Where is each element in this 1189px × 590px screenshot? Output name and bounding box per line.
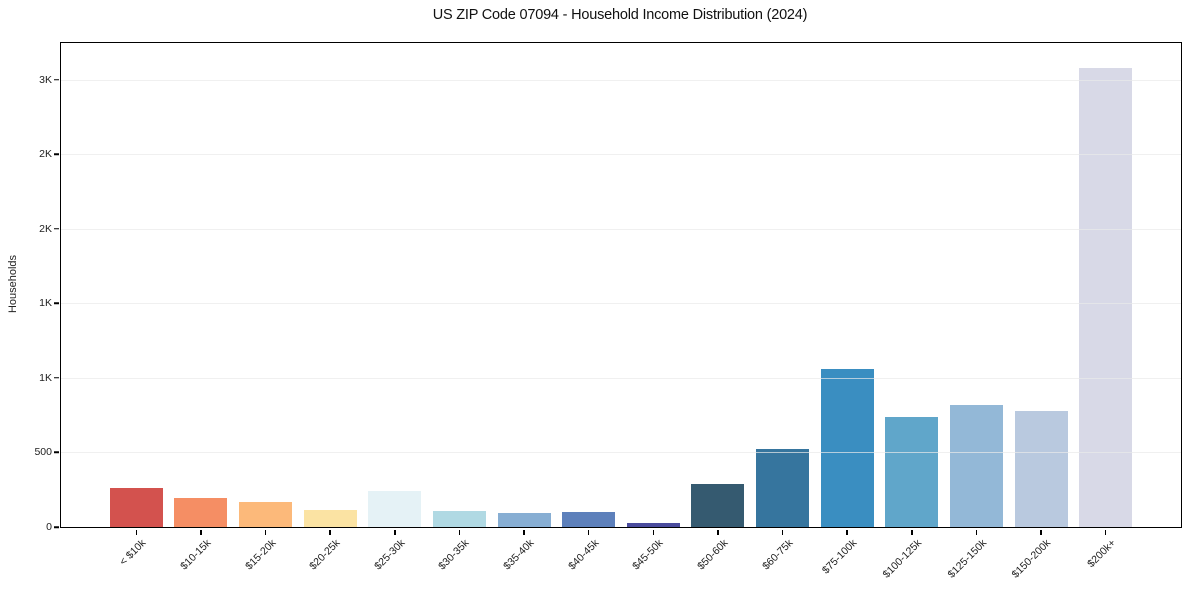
gridline (61, 79, 1181, 81)
x-tick-mark (846, 529, 848, 535)
x-tick-label: $40-45k (565, 537, 602, 573)
bar-10 (691, 483, 745, 527)
x-tick-mark (652, 529, 655, 535)
x-tick-label: $25-30k (371, 537, 408, 573)
y-tick-mark (54, 526, 59, 528)
bar-12 (820, 368, 874, 527)
y-tick-mark (54, 451, 59, 454)
bar-5 (368, 491, 422, 527)
x-tick-label: $150-200k (1009, 537, 1054, 581)
x-tick-mark (1040, 529, 1042, 535)
y-tick-label: 0 (46, 521, 52, 533)
y-tick-label: 500 (34, 446, 52, 459)
bar-4 (303, 509, 357, 527)
gridline (61, 228, 1181, 230)
y-tick-mark (54, 302, 59, 305)
y-axis-label: Households (7, 254, 19, 314)
x-tick-label: $100-125k (880, 537, 925, 581)
x-tick-label: $60-75k (759, 537, 796, 573)
x-tick-mark (975, 529, 978, 535)
x-tick-label: $10-15k (178, 537, 214, 573)
x-tick-mark (200, 529, 202, 535)
bar-7 (497, 512, 551, 527)
gridline (61, 452, 1181, 454)
gridline (61, 303, 1181, 305)
bar-6 (432, 510, 486, 527)
bar-8 (562, 512, 616, 527)
plot-area: 0 500 1K 1K 2K 2K 3K < $10k $10-15k $15-20k $20-25… (34, 42, 1182, 581)
y-tick-label: 2K (39, 148, 52, 161)
x-tick-label: $200k+ (1085, 537, 1119, 571)
y-tick-label: 1K (39, 371, 52, 384)
x-tick-mark (329, 529, 331, 535)
x-tick-mark (587, 529, 590, 535)
x-tick-mark (911, 529, 913, 535)
x-tick-label: < $10k (117, 537, 149, 568)
bar-1 (109, 488, 163, 527)
x-tick-label: $45-50k (630, 537, 666, 573)
x-tick-mark (717, 529, 719, 535)
y-tick-label: 1K (39, 297, 52, 310)
x-tick-mark (523, 529, 525, 535)
x-tick-mark (458, 529, 461, 535)
x-tick-mark (264, 529, 267, 535)
bar-16 (1079, 67, 1133, 527)
x-tick-label: $50-60k (695, 537, 731, 573)
y-tick-label: 2K (39, 222, 52, 235)
bar-3 (239, 502, 293, 527)
bar-13 (885, 416, 939, 527)
x-tick-label: $15-20k (242, 537, 279, 573)
y-tick-mark (54, 153, 59, 155)
x-tick-label: $75-100k (820, 537, 860, 577)
bar-14 (949, 404, 1003, 527)
y-tick-mark (54, 377, 59, 379)
y-tick-mark (54, 227, 59, 230)
x-tick-label: $125-150k (945, 537, 989, 581)
bar-11 (756, 449, 810, 527)
x-tick-mark (1104, 529, 1107, 535)
x-tick-mark (394, 529, 396, 535)
x-tick-label: $35-40k (501, 537, 537, 573)
gridline (61, 154, 1181, 156)
x-tick-mark (135, 529, 138, 535)
bar-15 (1014, 410, 1068, 527)
x-tick-label: $30-35k (436, 537, 472, 573)
bar-9 (626, 522, 680, 527)
x-tick-label: $20-25k (307, 537, 343, 573)
bar-2 (174, 497, 228, 527)
gridline (61, 377, 1181, 379)
chart-title: US ZIP Code 07094 - Household Income Dis… (432, 7, 808, 23)
x-tick-mark (781, 529, 784, 535)
y-tick-mark (54, 78, 59, 81)
y-tick-label: 3K (39, 73, 52, 86)
